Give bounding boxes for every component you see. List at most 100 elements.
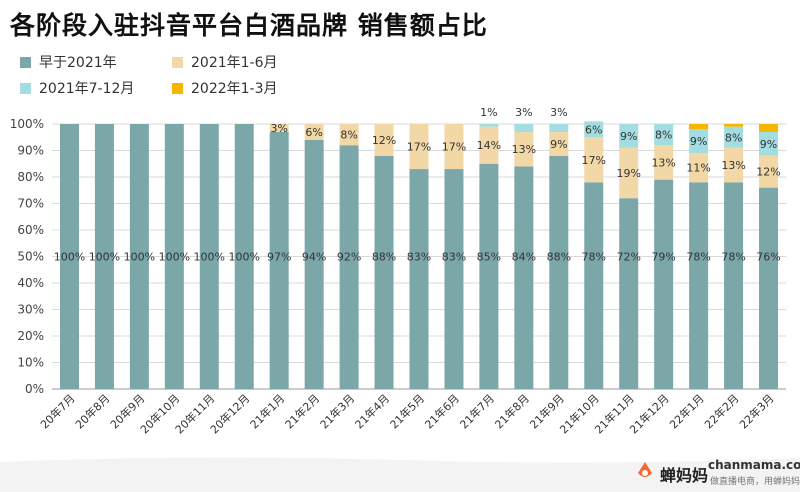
bar-segment — [129, 124, 149, 389]
data-label: 9% — [550, 138, 567, 151]
y-tick-label: 60% — [17, 223, 44, 237]
bar-segment — [199, 124, 219, 389]
data-label: 79% — [651, 251, 675, 264]
brand-site: chanmama.com — [708, 458, 800, 472]
data-label: 13% — [651, 156, 675, 169]
data-label: 88% — [547, 251, 571, 264]
data-label: 19% — [616, 167, 640, 180]
data-label: 13% — [512, 143, 536, 156]
data-label: 3% — [550, 106, 567, 119]
data-label: 1% — [480, 106, 497, 119]
bar-segment — [444, 124, 464, 170]
bar-segment — [514, 131, 534, 167]
legend-label: 2021年1-6月 — [191, 55, 278, 71]
bar-segment — [724, 126, 744, 148]
data-label: 12% — [372, 134, 396, 147]
data-label: 9% — [620, 130, 637, 143]
data-label: 78% — [721, 251, 745, 264]
bar-segment — [549, 155, 569, 389]
data-label: 83% — [407, 251, 431, 264]
chart-title: 各阶段入驻抖音平台白酒品牌 销售额占比 — [10, 11, 488, 40]
legend-item-2021-h2: 2021年7-12月 — [20, 78, 134, 98]
bar-segment — [304, 124, 324, 140]
x-tick-label: 21年4月 — [352, 391, 392, 431]
bar-segment — [584, 137, 604, 183]
bar-segment — [689, 129, 709, 154]
x-tick-label: 21年2月 — [282, 391, 322, 431]
data-label: 83% — [442, 251, 466, 264]
data-label: 88% — [372, 251, 396, 264]
bar-segment — [514, 124, 534, 132]
data-label: 3% — [270, 122, 287, 135]
bar-segment — [479, 163, 499, 389]
data-label: 72% — [616, 251, 640, 264]
y-tick-label: 70% — [17, 197, 44, 211]
bar-segment — [584, 121, 604, 138]
data-label: 100% — [89, 251, 120, 264]
data-label: 100% — [159, 251, 190, 264]
legend-swatch — [20, 56, 31, 68]
x-tick-label: 21年1月 — [247, 391, 287, 431]
x-tick-label: 22年3月 — [736, 391, 776, 431]
legend-swatch — [172, 82, 183, 94]
legend-label: 2021年7-12月 — [39, 81, 135, 97]
bar-segment — [339, 124, 359, 146]
bar-segment — [479, 124, 499, 127]
bar-segment — [654, 179, 674, 389]
bar-segment — [759, 187, 779, 389]
data-label: 97% — [267, 251, 291, 264]
data-label: 85% — [477, 251, 501, 264]
x-tick-label: 21年7月 — [457, 391, 497, 431]
bar-segment — [304, 139, 324, 389]
x-tick-label: 21年6月 — [422, 391, 462, 431]
brand-name: 蝉妈妈 — [660, 466, 709, 485]
data-label: 3% — [515, 106, 532, 119]
x-tick-label: 21年5月 — [387, 391, 427, 431]
x-tick-label: 22年1月 — [666, 391, 706, 431]
legend-label: 早于2021年 — [39, 55, 117, 71]
bar-segment — [234, 124, 254, 389]
y-tick-label: 10% — [17, 356, 44, 370]
data-label: 8% — [725, 131, 742, 144]
y-tick-label: 80% — [17, 170, 44, 184]
legend-swatch — [172, 56, 183, 68]
bar-segment — [549, 124, 569, 132]
x-tick-label: 22年2月 — [701, 391, 741, 431]
bar-segment — [164, 124, 184, 389]
bar-segment — [409, 169, 429, 389]
bar-segment — [759, 131, 779, 156]
data-label: 100% — [194, 251, 225, 264]
bar-segment — [724, 124, 744, 127]
bar-segment — [689, 153, 709, 183]
bar-segment — [759, 124, 779, 132]
data-label: 78% — [686, 251, 710, 264]
bar-segment — [584, 182, 604, 389]
data-label: 6% — [585, 123, 602, 136]
bar-segment — [724, 147, 744, 183]
x-tick-label: 21年3月 — [317, 391, 357, 431]
bar-segment — [689, 182, 709, 389]
data-label: 6% — [305, 126, 322, 139]
data-label: 14% — [477, 139, 501, 152]
bar-segment — [724, 182, 744, 389]
brand-slogan: 做直播电商，用蝉妈妈 — [710, 477, 800, 487]
bar-segment — [654, 124, 674, 146]
legend-swatch — [20, 82, 31, 94]
data-label: 9% — [690, 135, 707, 148]
y-tick-label: 0% — [25, 382, 44, 396]
legend-item-2022-q1: 2022年1-3月 — [172, 78, 278, 98]
bar-segment — [619, 147, 639, 199]
bar-segment — [654, 145, 674, 180]
y-tick-label: 40% — [17, 276, 44, 290]
data-label: 17% — [582, 154, 606, 167]
bar-segment — [479, 126, 499, 164]
data-label: 8% — [655, 129, 672, 142]
bar-segment — [94, 124, 114, 389]
data-label: 100% — [124, 251, 155, 264]
cicada-logo-icon — [638, 462, 652, 477]
bar-segment — [269, 124, 289, 132]
y-tick-label: 20% — [17, 329, 44, 343]
bar-segment — [269, 131, 289, 389]
stacked-bar-chart: 0% 10% 20% 30% 40% 50% 60% 70% 80% 90% 100% 100% 20年… — [10, 106, 786, 436]
bar-segment — [339, 145, 359, 389]
